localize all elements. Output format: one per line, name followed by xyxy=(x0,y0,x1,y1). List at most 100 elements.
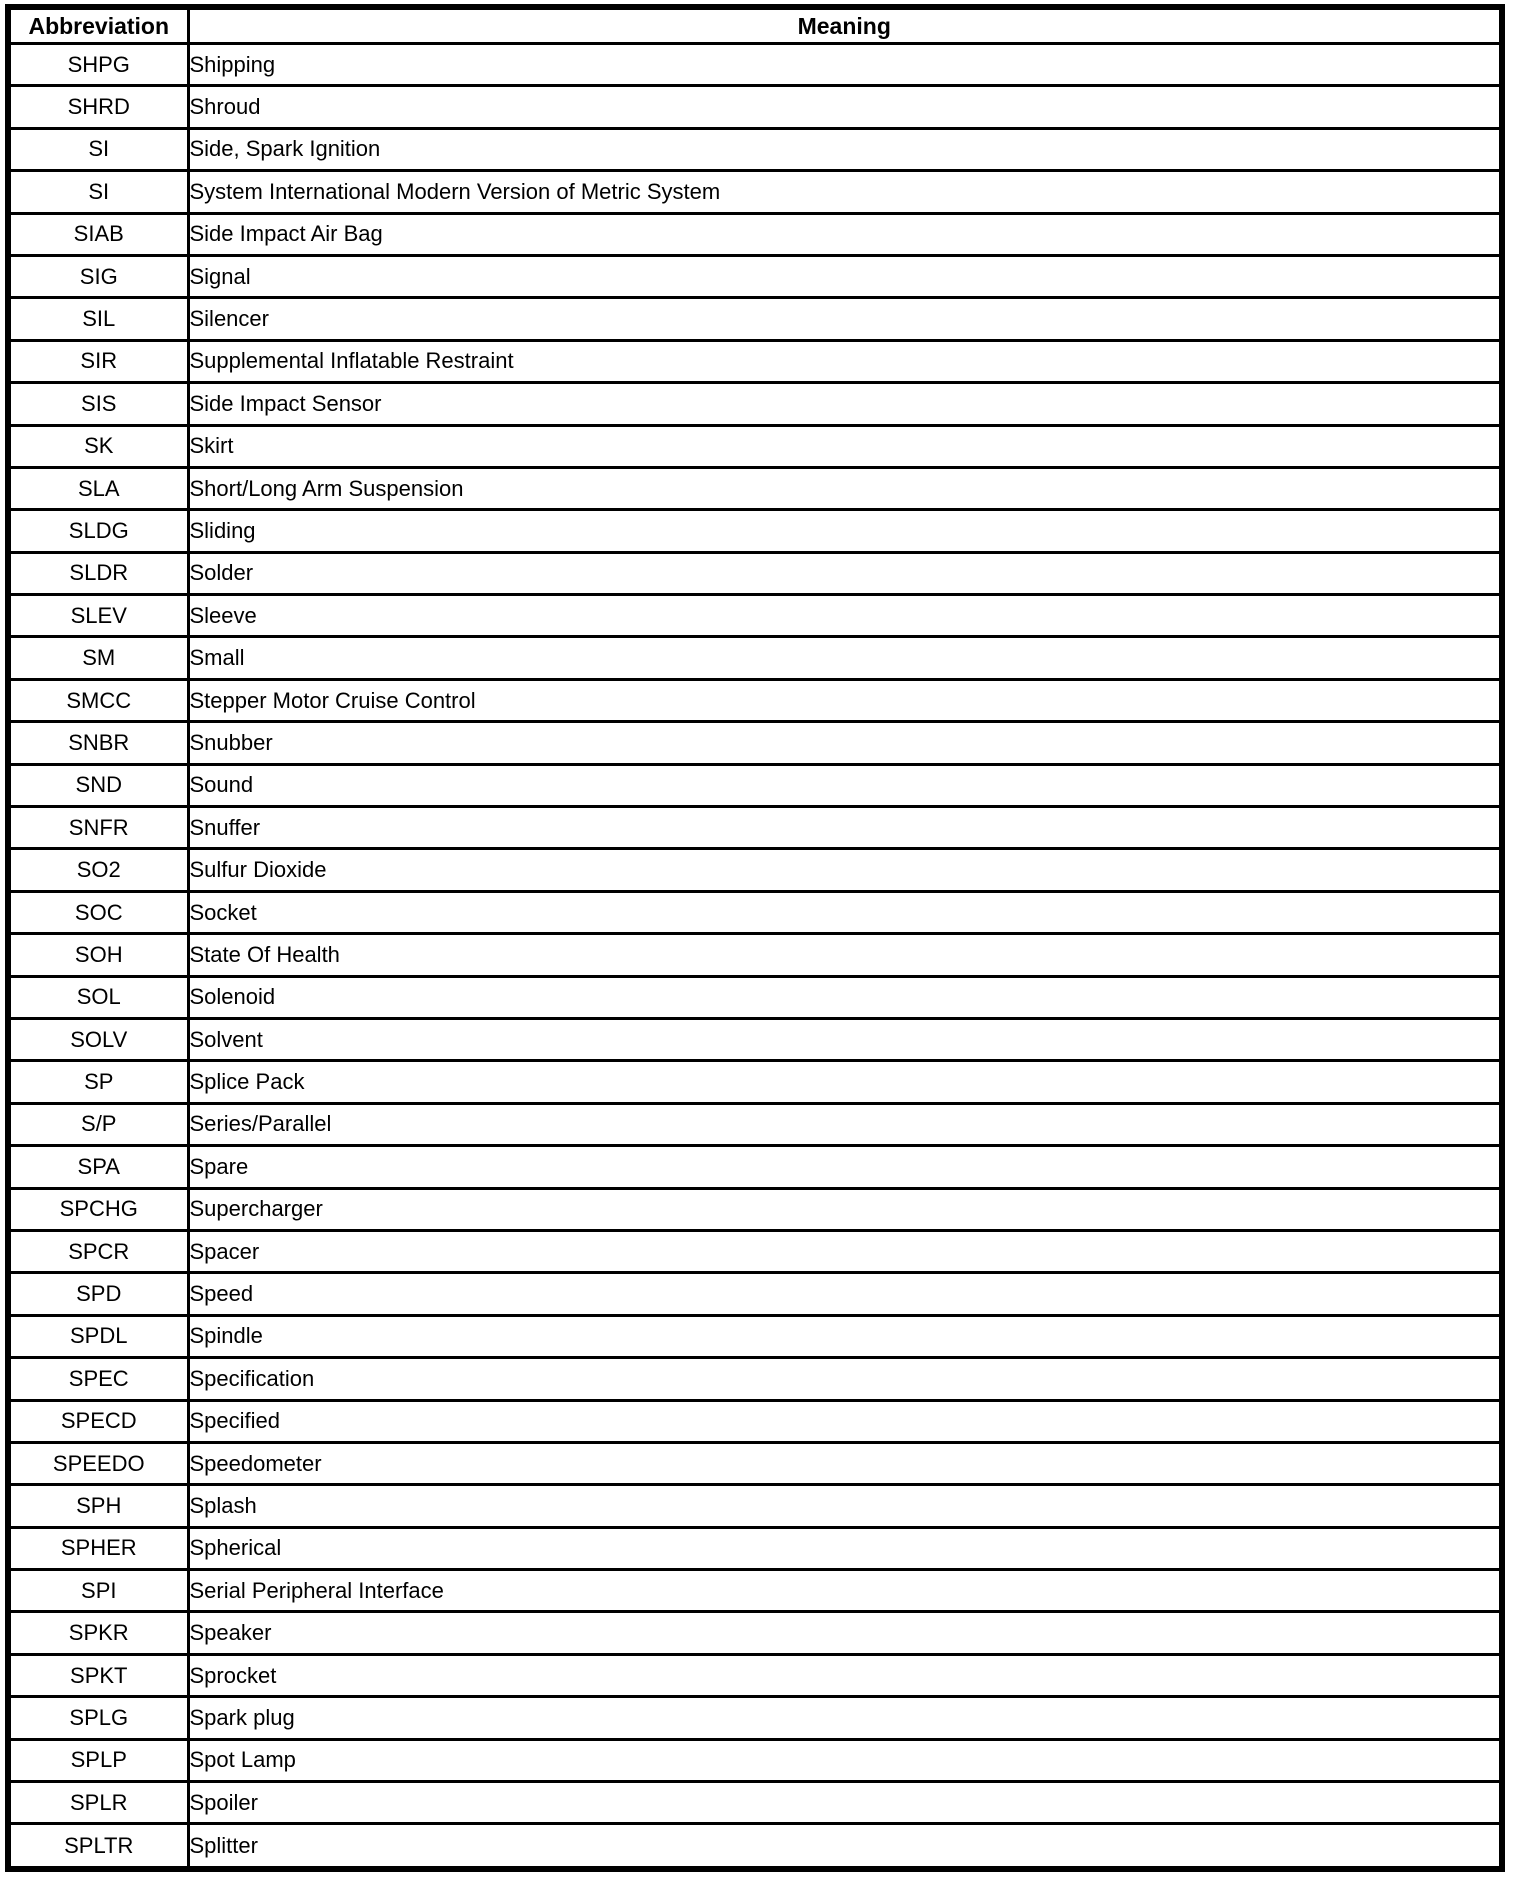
meaning-cell: Spark plug xyxy=(186,1695,1504,1741)
abbreviation-cell: SPLG xyxy=(6,1695,190,1741)
meaning-cell: Splitter xyxy=(186,1822,1504,1871)
meaning-cell: Solvent xyxy=(186,1016,1504,1063)
header-row: Abbreviation Meaning xyxy=(6,5,1504,45)
table-header: Abbreviation Meaning xyxy=(6,5,1504,45)
abbreviation-cell: SIL xyxy=(6,296,190,342)
abbreviation-cell: SPECD xyxy=(6,1398,190,1444)
table-row: SM Small xyxy=(6,635,1504,681)
table-row: SP Splice Pack xyxy=(6,1059,1504,1105)
abbreviation-cell: SPCHG xyxy=(6,1186,190,1232)
meaning-cell: Small xyxy=(186,635,1504,681)
abbreviation-cell: SHRD xyxy=(6,84,190,130)
table-row: SHRD Shroud xyxy=(6,84,1504,130)
meaning-cell: Silencer xyxy=(186,296,1504,342)
table-row: SPI Serial Peripheral Interface xyxy=(6,1568,1504,1614)
meaning-cell: Skirt xyxy=(186,423,1504,469)
table-row: SIAB Side Impact Air Bag xyxy=(6,211,1504,257)
meaning-cell: Side Impact Air Bag xyxy=(186,211,1504,257)
meaning-cell: Spot Lamp xyxy=(186,1737,1504,1784)
table-row: SK Skirt xyxy=(6,423,1504,469)
abbreviation-cell: SM xyxy=(6,635,190,681)
table-row: SLDR Solder xyxy=(6,550,1504,597)
abbreviation-cell: SPLP xyxy=(6,1737,190,1784)
abbreviation-cell: SPD xyxy=(6,1271,190,1317)
table-row: SLA Short/Long Arm Suspension xyxy=(6,465,1504,512)
table-row: SPH Splash xyxy=(6,1483,1504,1529)
abbreviation-cell: SIS xyxy=(6,381,190,427)
abbreviation-cell: SIAB xyxy=(6,211,190,257)
table-row: SI Side, Spark Ignition xyxy=(6,126,1504,173)
meaning-cell: Splice Pack xyxy=(186,1059,1504,1105)
meaning-cell: Speaker xyxy=(186,1610,1504,1656)
table-row: SPLR Spoiler xyxy=(6,1780,1504,1826)
abbreviation-cell: SPEC xyxy=(6,1356,190,1402)
column-header-meaning: Meaning xyxy=(186,5,1504,45)
meaning-cell: Specified xyxy=(186,1398,1504,1444)
abbreviation-cell: SPDL xyxy=(6,1313,190,1360)
meaning-cell: Side Impact Sensor xyxy=(186,381,1504,427)
table-row: SOC Socket xyxy=(6,889,1504,936)
abbreviation-table: Abbreviation Meaning SHPG Shipping SHRD … xyxy=(5,4,1505,1872)
meaning-cell: Sprocket xyxy=(186,1652,1504,1699)
meaning-cell: Speedometer xyxy=(186,1440,1504,1487)
abbreviation-cell: SLDR xyxy=(6,550,190,597)
table-row: SLEV Sleeve xyxy=(6,593,1504,639)
table-row: SMCC Stepper Motor Cruise Control xyxy=(6,677,1504,724)
abbreviation-cell: SOH xyxy=(6,932,190,978)
abbreviation-cell: SNFR xyxy=(6,805,190,851)
meaning-cell: Spoiler xyxy=(186,1780,1504,1826)
meaning-cell: Snubber xyxy=(186,720,1504,766)
meaning-cell: Supplemental Inflatable Restraint xyxy=(186,338,1504,385)
table-row: SNFR Snuffer xyxy=(6,805,1504,851)
table-row: SPKR Speaker xyxy=(6,1610,1504,1656)
table-row: SND Sound xyxy=(6,762,1504,809)
meaning-cell: Signal xyxy=(186,253,1504,300)
abbreviation-cell: SI xyxy=(6,126,190,173)
meaning-cell: Spare xyxy=(186,1144,1504,1190)
table-row: SHPG Shipping xyxy=(6,41,1504,88)
meaning-cell: Short/Long Arm Suspension xyxy=(186,465,1504,512)
column-header-abbreviation: Abbreviation xyxy=(6,5,190,45)
abbreviation-cell: SHPG xyxy=(6,41,190,88)
abbreviation-cell: SIG xyxy=(6,253,190,300)
abbreviation-cell: SPI xyxy=(6,1568,190,1614)
meaning-cell: Stepper Motor Cruise Control xyxy=(186,677,1504,724)
abbreviation-cell: SPH xyxy=(6,1483,190,1529)
table-row: SIG Signal xyxy=(6,253,1504,300)
table-row: SPECD Specified xyxy=(6,1398,1504,1444)
table-row: SIL Silencer xyxy=(6,296,1504,342)
table-row: SPCR Spacer xyxy=(6,1228,1504,1275)
table-row: SOL Solenoid xyxy=(6,974,1504,1020)
abbreviation-cell: SPA xyxy=(6,1144,190,1190)
meaning-cell: Spindle xyxy=(186,1313,1504,1360)
table-row: SPDL Spindle xyxy=(6,1313,1504,1360)
table-row: SI System International Modern Version o… xyxy=(6,169,1504,215)
meaning-cell: Series/Parallel xyxy=(186,1101,1504,1148)
table-row: SPLTR Splitter xyxy=(6,1822,1504,1871)
meaning-cell: Speed xyxy=(186,1271,1504,1317)
abbreviation-cell: SPHER xyxy=(6,1525,190,1572)
meaning-cell: Side, Spark Ignition xyxy=(186,126,1504,173)
abbreviation-cell: SPCR xyxy=(6,1228,190,1275)
table-row: SOLV Solvent xyxy=(6,1016,1504,1063)
abbreviation-cell: SOL xyxy=(6,974,190,1020)
meaning-cell: Spacer xyxy=(186,1228,1504,1275)
abbreviation-cell: SLEV xyxy=(6,593,190,639)
table-row: SPEEDO Speedometer xyxy=(6,1440,1504,1487)
abbreviation-cell: SPEEDO xyxy=(6,1440,190,1487)
table-row: SIR Supplemental Inflatable Restraint xyxy=(6,338,1504,385)
abbreviation-cell: SLDG xyxy=(6,508,190,554)
abbreviation-cell: SOLV xyxy=(6,1016,190,1063)
table-row: SPEC Specification xyxy=(6,1356,1504,1402)
table-row: S/P Series/Parallel xyxy=(6,1101,1504,1148)
table-row: SPKT Sprocket xyxy=(6,1652,1504,1699)
abbreviation-cell: SP xyxy=(6,1059,190,1105)
meaning-cell: State Of Health xyxy=(186,932,1504,978)
meaning-cell: Specification xyxy=(186,1356,1504,1402)
meaning-cell: Sliding xyxy=(186,508,1504,554)
abbreviation-cell: SLA xyxy=(6,465,190,512)
meaning-cell: Socket xyxy=(186,889,1504,936)
meaning-cell: Sulfur Dioxide xyxy=(186,847,1504,893)
abbreviation-cell: SPKR xyxy=(6,1610,190,1656)
